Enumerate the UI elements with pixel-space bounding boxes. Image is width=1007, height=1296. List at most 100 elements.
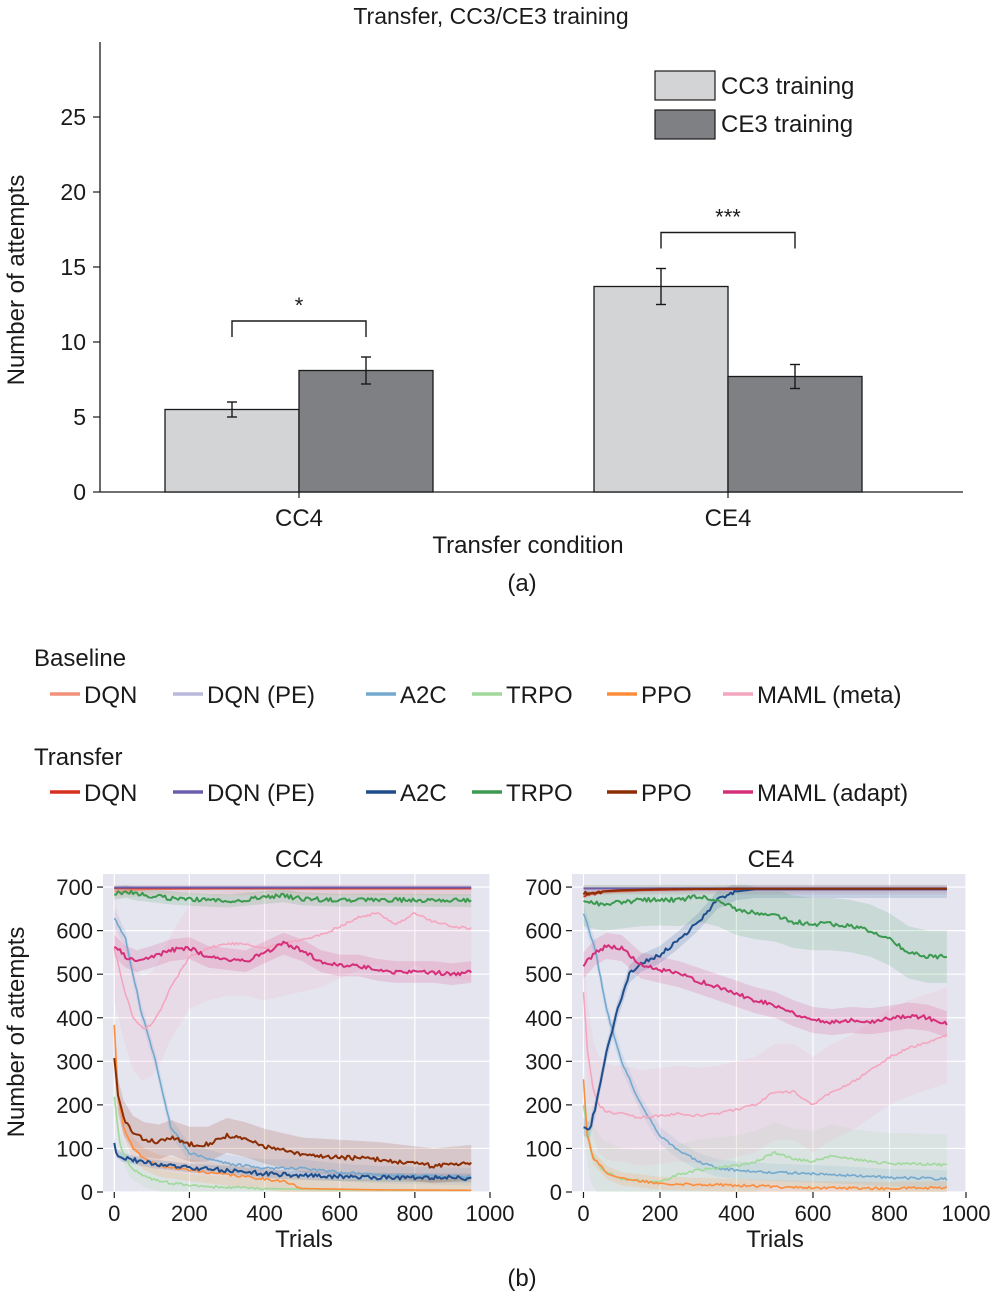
x-tick-label: 1000: [466, 1201, 515, 1226]
line-transfer-ppo: [582, 887, 947, 896]
bar-ce4-cc3-training: [593, 285, 729, 493]
error-bar-ce4-cc3-training: [656, 267, 666, 306]
y-tick-label: 300: [525, 1049, 562, 1074]
x-tick-label: 0: [577, 1201, 589, 1226]
line-transfer-trpo: [583, 894, 948, 960]
x-tick-label: 1000: [942, 1201, 991, 1226]
legend-swatch-ce3-training: [654, 109, 716, 140]
y-tick-label: 600: [525, 919, 562, 944]
y-tick-label: 100: [525, 1136, 562, 1161]
bar-chart-ylabel: Number of attempts: [3, 175, 30, 386]
significance-bracket-cc4: [231, 320, 367, 337]
y-tick-label: 5: [73, 404, 86, 430]
x-tick-label: 600: [321, 1201, 358, 1226]
bar-ce4-ce3-training: [727, 375, 863, 493]
band-baseline-maml-meta: [114, 884, 472, 1081]
line-chart-ylabel: Number of attempts: [3, 927, 30, 1138]
band-baseline-trpo: [583, 1074, 947, 1192]
axes: 0 200 400 600 800 1000 0 100 200 300 400 500 600 700: [525, 875, 990, 1226]
band-baseline-maml-meta: [583, 943, 947, 1166]
bar-cc4-cc3-training: [164, 408, 300, 493]
axes: 0 200 400 600 800 1000 0 100 200 300 400 500 600 700: [56, 875, 514, 1226]
line-chart-ce4-title: CE4: [748, 846, 795, 873]
y-tick-label: 400: [56, 1006, 93, 1031]
x-tick-label: 0: [108, 1201, 120, 1226]
legend-label-baseline-dqn-pe: DQN (PE): [207, 682, 315, 709]
bar-chart-bars: ****: [164, 205, 863, 493]
x-tick-label: 600: [795, 1201, 832, 1226]
band-baseline-trpo: [114, 1085, 472, 1192]
y-tick-label: 300: [56, 1049, 93, 1074]
y-tick-label: 100: [56, 1136, 93, 1161]
plot-background: [572, 874, 966, 1192]
legend-label-transfer-dqn-pe: DQN (PE): [207, 780, 315, 807]
legend-label-baseline-trpo: TRPO: [506, 682, 573, 709]
significance-label-cc4: *: [295, 293, 304, 318]
line-transfer-maml-adapt: [113, 940, 472, 977]
series-lines: [113, 886, 472, 1192]
bar-chart-title: Transfer, CC3/CE3 training: [353, 3, 628, 29]
legend-label-baseline-a2c: A2C: [400, 682, 447, 709]
line-chart-ce4-xlabel: Trials: [746, 1226, 804, 1253]
series-lines: [582, 887, 948, 1191]
panel-a-label: (a): [507, 570, 536, 597]
band-transfer-a2c: [583, 884, 947, 1140]
significance-label-ce4: ***: [715, 205, 741, 230]
line-chart-ce4: CE4 Trials 0 200 400 600 800 1000 0 100 200 300 40…: [525, 846, 990, 1253]
line-transfer-trpo: [114, 889, 472, 904]
y-tick-label: 0: [550, 1180, 562, 1205]
band-transfer-ppo: [114, 1039, 472, 1184]
line-chart-cc4: CC4 Trials Number of attempts 0 200 400 600…: [3, 846, 514, 1253]
line-chart-cc4-title: CC4: [275, 846, 323, 873]
band-transfer-maml-adapt: [583, 932, 947, 1038]
y-tick-label: 20: [60, 179, 86, 205]
x-tick-label: 400: [718, 1201, 755, 1226]
y-tick-label: 0: [81, 1180, 93, 1205]
y-tick-label: 400: [525, 1006, 562, 1031]
band-baseline-ppo: [583, 1072, 947, 1192]
x-tick-label: 200: [642, 1201, 679, 1226]
error-bar-cc4-cc3-training: [227, 401, 237, 418]
y-tick-label: 25: [60, 104, 86, 130]
significance-bracket-ce4: [660, 231, 796, 249]
error-bar-cc4-ce3-training: [361, 356, 371, 385]
x-tick-label: 200: [171, 1201, 208, 1226]
legend-group-title-transfer: Transfer: [34, 744, 122, 771]
confidence-bands: [583, 884, 947, 1192]
y-tick-label: 700: [525, 875, 562, 900]
line-baseline-ppo: [113, 1024, 472, 1192]
bar-chart: Transfer, CC3/CE3 training 0 5 10 15 20 25 CC4…: [3, 3, 963, 597]
line-baseline-maml-meta: [113, 912, 472, 1030]
y-tick-label: 200: [56, 1093, 93, 1118]
y-tick-label: 500: [56, 962, 93, 987]
y-tick-label: 15: [60, 254, 86, 280]
legend-label-transfer-a2c: A2C: [400, 780, 447, 807]
y-tick-label: 600: [56, 919, 93, 944]
bar-chart-axes: 0 5 10 15 20 25 CC4 CE4: [60, 42, 963, 532]
line-baseline-maml-meta: [582, 992, 948, 1120]
x-tick-label: 800: [871, 1201, 908, 1226]
bar-cc4-ce3-training: [298, 369, 434, 493]
band-transfer-maml-adapt: [114, 932, 472, 986]
line-baseline-a2c: [582, 913, 948, 1181]
x-tick-label: 400: [246, 1201, 283, 1226]
band-transfer-trpo: [583, 884, 947, 983]
grid: [572, 874, 967, 1193]
line-baseline-a2c: [113, 917, 472, 1179]
x-tick-label: 800: [396, 1201, 433, 1226]
legend-swatch-cc3-training: [654, 70, 716, 101]
y-tick-label: 200: [525, 1093, 562, 1118]
error-bar-ce4-ce3-training: [790, 363, 800, 390]
x-tick-label-cc4: CC4: [275, 505, 323, 532]
line-chart-legend: Baseline Transfer DQN DQN (PE) A2C TRPO PPO M…: [34, 645, 908, 807]
line-transfer-maml-adapt: [582, 944, 948, 1026]
y-tick-label: 10: [60, 329, 86, 355]
line-chart-cc4-xlabel: Trials: [275, 1226, 333, 1253]
legend-label-transfer-trpo: TRPO: [506, 780, 573, 807]
panel-b-label: (b): [507, 1265, 536, 1292]
legend-label-cc3-training: CC3 training: [721, 73, 854, 100]
legend-label-baseline-ppo: PPO: [641, 682, 692, 709]
legend-label-baseline-dqn: DQN: [84, 682, 137, 709]
legend-label-ce3-training: CE3 training: [721, 111, 853, 138]
